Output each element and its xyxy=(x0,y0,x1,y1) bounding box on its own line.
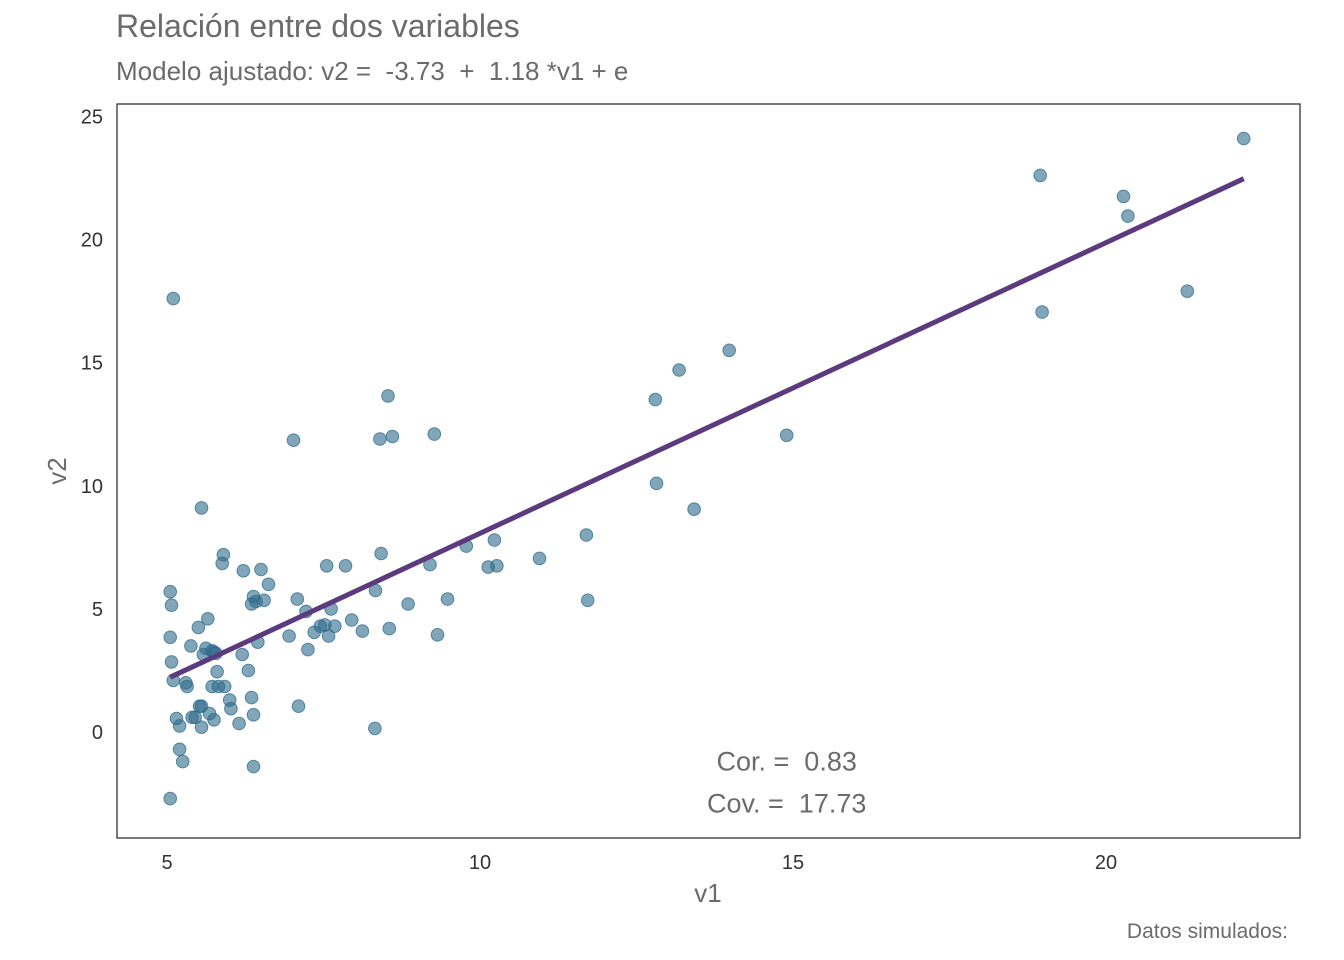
regression-line xyxy=(169,176,1245,680)
data-point xyxy=(282,629,296,643)
data-point xyxy=(649,476,664,491)
data-point xyxy=(1116,189,1131,204)
data-point xyxy=(1033,168,1047,183)
data-point xyxy=(440,592,455,606)
data-point xyxy=(344,613,359,627)
data-point xyxy=(210,664,224,679)
data-point xyxy=(722,343,737,358)
data-point xyxy=(338,559,353,573)
data-point xyxy=(648,392,663,407)
data-point xyxy=(1035,305,1049,319)
data-point xyxy=(368,721,382,736)
data-point xyxy=(164,598,179,613)
y-tick-label: 0 xyxy=(92,722,103,744)
y-axis-title: v2 xyxy=(42,457,72,484)
y-tick-label: 5 xyxy=(92,599,103,621)
data-point xyxy=(184,639,198,653)
x-tick-label: 15 xyxy=(782,852,804,874)
data-point xyxy=(355,624,370,638)
data-point xyxy=(172,719,187,733)
data-point xyxy=(430,628,445,642)
covariance-annotation: Cov. = 17.73 xyxy=(707,789,866,819)
data-point xyxy=(328,619,342,634)
data-point xyxy=(194,501,209,515)
correlation-annotation: Cor. = 0.83 xyxy=(717,747,857,777)
data-point xyxy=(401,597,415,611)
data-point xyxy=(224,701,238,716)
data-point xyxy=(532,551,547,566)
chart-title: Relación entre dos variables xyxy=(116,8,520,44)
data-point xyxy=(257,593,271,608)
data-point xyxy=(216,547,231,562)
data-point xyxy=(687,502,701,517)
chart-caption: Datos simulados: xyxy=(1126,920,1288,943)
data-point xyxy=(163,584,177,599)
data-point xyxy=(490,559,504,573)
data-point xyxy=(246,759,261,774)
x-tick-label: 5 xyxy=(162,852,173,874)
data-point xyxy=(172,742,187,757)
y-axis-ticks: 0 5 10 15 20 25 xyxy=(81,106,103,744)
data-point xyxy=(580,593,595,608)
data-point xyxy=(579,528,594,542)
data-point xyxy=(254,562,268,577)
data-point xyxy=(261,577,276,592)
data-point xyxy=(164,655,179,669)
data-point xyxy=(1180,284,1195,299)
data-point xyxy=(241,663,256,678)
x-axis-title: v1 xyxy=(694,878,721,908)
data-point xyxy=(236,564,251,578)
x-axis-ticks: 5 10 15 20 xyxy=(162,852,1118,874)
data-point xyxy=(232,716,246,731)
data-point xyxy=(286,433,301,448)
y-tick-label: 25 xyxy=(81,106,103,128)
data-point xyxy=(385,429,400,444)
data-point xyxy=(166,291,181,306)
data-point xyxy=(1236,131,1251,146)
x-tick-label: 20 xyxy=(1095,852,1117,874)
x-tick-label: 10 xyxy=(469,852,491,874)
y-tick-label: 20 xyxy=(81,230,103,252)
data-point xyxy=(381,389,395,403)
data-point xyxy=(207,713,221,727)
y-tick-label: 15 xyxy=(81,353,103,375)
data-point xyxy=(201,612,215,626)
points-layer xyxy=(163,131,1251,806)
data-point xyxy=(175,754,190,769)
data-point xyxy=(194,720,209,735)
data-point xyxy=(163,630,177,645)
data-point xyxy=(235,647,249,662)
data-point xyxy=(319,559,334,573)
annotations-layer: Cor. = 0.83 Cov. = 17.73 xyxy=(707,747,866,819)
data-point xyxy=(374,546,388,561)
data-point xyxy=(290,592,305,606)
data-point xyxy=(487,533,502,547)
data-point xyxy=(373,432,387,446)
y-tick-label: 10 xyxy=(81,476,103,498)
data-point xyxy=(301,642,315,657)
data-point xyxy=(217,679,232,694)
data-point xyxy=(321,629,336,643)
data-point xyxy=(779,428,794,443)
data-point xyxy=(672,363,686,377)
data-point xyxy=(291,699,306,714)
chart-subtitle: Modelo ajustado: v2 = -3.73 + 1.18 *v1 +… xyxy=(116,56,629,86)
fit-line-layer xyxy=(169,176,1245,680)
data-point xyxy=(180,679,194,694)
data-point xyxy=(1121,209,1135,223)
data-point xyxy=(191,620,206,635)
data-point xyxy=(246,708,261,722)
plot-panel-border xyxy=(116,103,1301,839)
data-point xyxy=(244,690,259,705)
data-point xyxy=(163,791,177,806)
data-point xyxy=(427,427,442,441)
data-point xyxy=(382,621,397,636)
